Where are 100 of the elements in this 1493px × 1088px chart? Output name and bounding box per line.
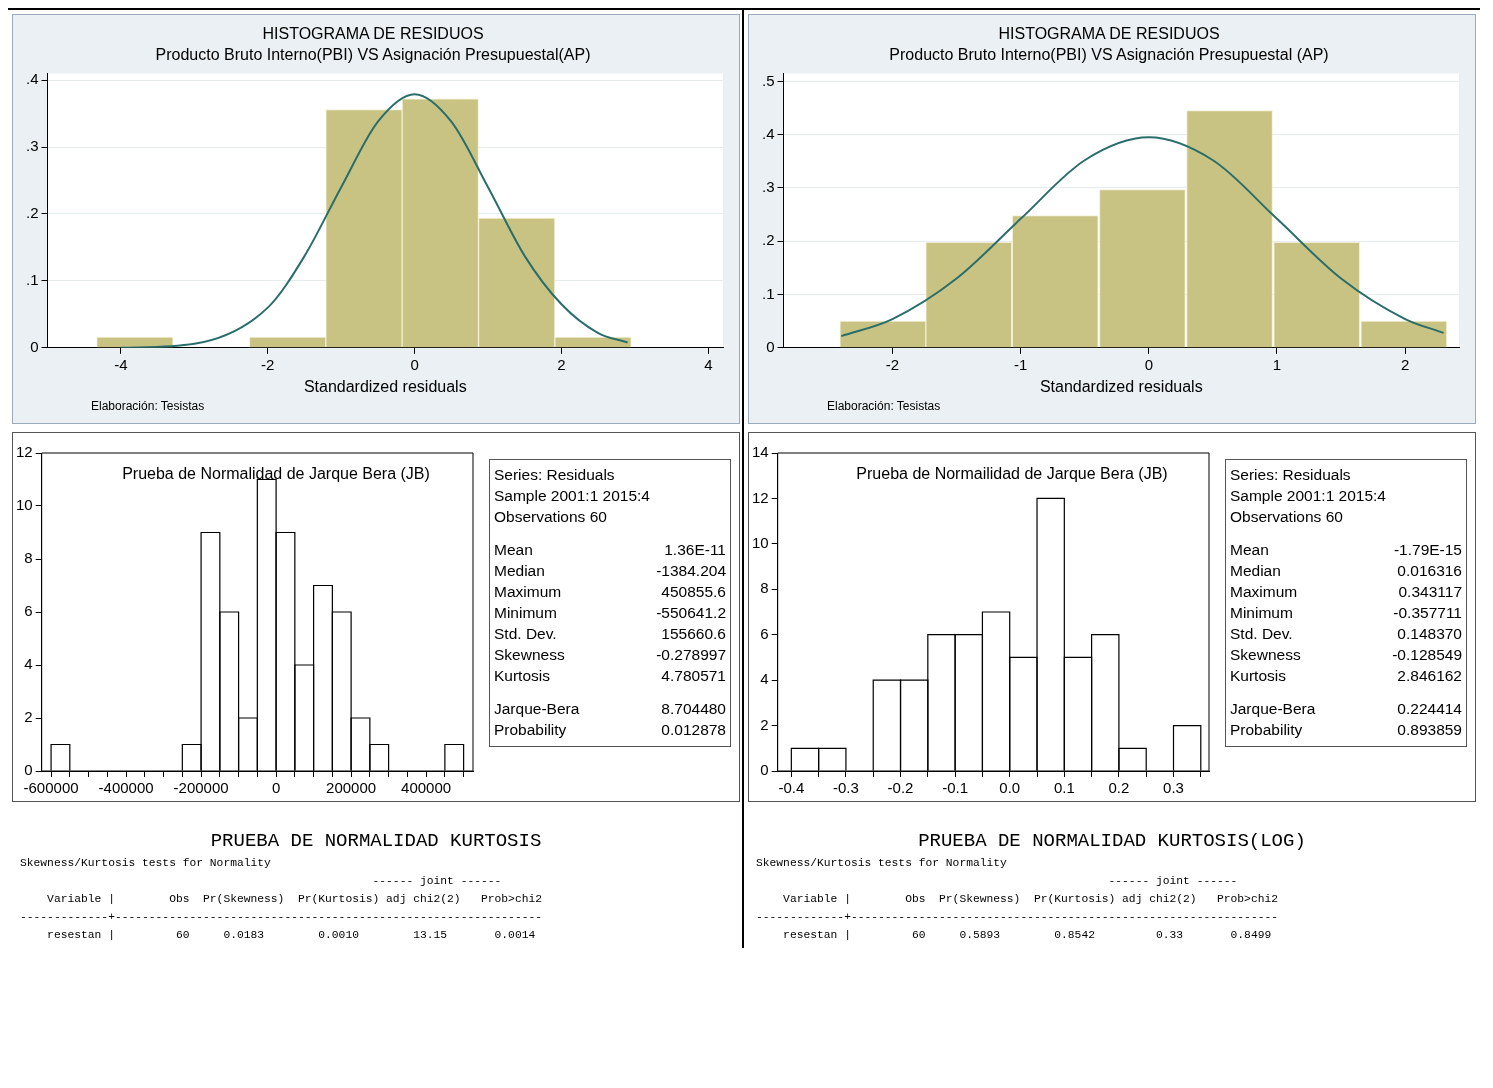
x-tick-label: -2 [885, 355, 900, 373]
y-tick-label: 6 [24, 602, 33, 620]
text: 155660.6 [661, 624, 726, 644]
text: Minimum [494, 603, 557, 623]
chart-subtitle: Producto Bruto Interno(PBI) VS Asignación Presupuestal(AP) [155, 46, 591, 64]
x-tick-label: 0 [410, 355, 419, 373]
y-tick-label: .3 [761, 178, 775, 196]
text: Maximum [494, 582, 562, 602]
text: Sample 2001:1 2015:4 [494, 486, 651, 506]
y-tick-label: 4 [760, 670, 769, 688]
x-tick-label: 2 [557, 355, 566, 373]
x-tick-label: -600000 [23, 779, 79, 797]
x-tick-label: 0.1 [1053, 779, 1075, 797]
text: Jarque-Bera [1230, 699, 1316, 719]
x-tick-label: 1 [1272, 355, 1282, 373]
text: Observations 60 [1230, 507, 1344, 527]
y-tick-label: 6 [760, 624, 769, 642]
chart-title: HISTOGRAMA DE RESIDUOS [262, 25, 484, 43]
text: Variable | Obs Pr(Skewness) Pr(Kurtosis) adj chi2(2) Prob>chi2 [782, 892, 1279, 907]
x-tick-label: 0 [1144, 355, 1153, 373]
x-tick-label: 0.3 [1163, 779, 1184, 797]
x-tick-label: -400000 [98, 779, 154, 797]
text: Median [494, 561, 545, 581]
y-tick-label: .3 [25, 137, 39, 155]
y-tick-label: 8 [24, 549, 33, 567]
text: resestan | 60 0.0183 0.0010 13.15 0.0014 [46, 928, 537, 943]
y-tick-label: .2 [761, 231, 775, 249]
y-tick-label: 12 [752, 488, 769, 506]
chart-subtitle: Producto Bruto Interno(PBI) VS Asignación Presupuestal (AP) [889, 46, 1329, 64]
text: Skewness [1230, 645, 1301, 665]
x-tick-label: -0.4 [778, 779, 805, 797]
text: 8.704480 [661, 699, 726, 719]
x-tick-label: -1 [1013, 355, 1028, 373]
text: 0.148370 [1397, 624, 1462, 644]
x-tick-label: -4 [114, 355, 128, 373]
y-tick-label: 2 [24, 708, 33, 726]
line-series [840, 136, 1445, 338]
y-tick-label: .5 [761, 71, 775, 89]
text: Prueba de Normailidad de Jarque Bera (JB) [855, 465, 1169, 483]
y-tick-label: 0 [24, 761, 33, 779]
text: Mean [1230, 540, 1269, 560]
text: Kurtosis [1230, 666, 1286, 686]
text: Probability [494, 720, 567, 740]
text: ------ joint ------ [371, 874, 503, 889]
text: -550641.2 [656, 603, 726, 623]
chart-title: HISTOGRAMA DE RESIDUOS [998, 25, 1220, 43]
text: 0.343117 [1398, 582, 1462, 602]
text: -0.357711 [1393, 603, 1462, 623]
text: Minimum [1230, 603, 1293, 623]
x-tick-label: 0.2 [1108, 779, 1130, 797]
text: -0.278997 [656, 645, 726, 665]
x-tick-label: -2 [261, 355, 275, 373]
text: -------------+--------------------------------------------------------------- [20, 910, 543, 925]
x-tick-label: 0 [271, 779, 281, 797]
text: Elaboración: Tesistas [827, 399, 941, 413]
y-tick-label: .4 [25, 70, 39, 88]
y-tick-label: .2 [25, 204, 39, 222]
text: 0.012878 [661, 720, 726, 740]
y-tick-label: 0 [760, 761, 769, 779]
x-tick-label: 4 [704, 355, 713, 373]
text: Skewness/Kurtosis tests for Normality [20, 856, 272, 871]
text: Sample 2001:1 2015:4 [1230, 486, 1387, 506]
text: Std. Dev. [1230, 624, 1293, 644]
text: Median [1230, 561, 1281, 581]
y-tick-label: .1 [25, 271, 39, 289]
text: Jarque-Bera [494, 699, 580, 719]
text: Std. Dev. [494, 624, 557, 644]
text: -1.79E-15 [1393, 540, 1462, 560]
text: 0.224414 [1397, 699, 1462, 719]
x-tick-label: -0.2 [887, 779, 914, 797]
x-tick-label: -0.3 [833, 779, 859, 797]
text: PRUEBA DE NORMALIDAD KURTOSIS(LOG) [917, 830, 1307, 852]
x-tick-label: 0.0 [999, 779, 1021, 797]
y-tick-label: 10 [752, 534, 769, 551]
y-tick-label: .4 [761, 124, 775, 142]
y-tick-label: .1 [761, 284, 775, 302]
text: 4.780571 [661, 666, 726, 686]
y-tick-label: 12 [16, 443, 33, 461]
y-tick-label: 8 [760, 579, 769, 597]
text: ------ joint ------ [1107, 874, 1239, 889]
x-tick-label: -0.1 [942, 779, 969, 797]
text: 2.846162 [1397, 666, 1462, 686]
x-axis-title: Standardized residuals [1039, 377, 1203, 395]
text: resestan | 60 0.5893 0.8542 0.33 0.8499 [782, 928, 1273, 943]
text: -1384.204 [656, 561, 726, 581]
text: Prueba de Normalidad de Jarque Bera (JB) [121, 465, 431, 483]
x-tick-label: 2 [1400, 355, 1410, 373]
text: Skewness [494, 645, 565, 665]
text: Series: Residuals [494, 465, 616, 485]
text: Skewness/Kurtosis tests for Normality [756, 856, 1008, 871]
y-tick-label: 14 [752, 443, 769, 461]
text: -------------+--------------------------------------------------------------- [756, 910, 1279, 925]
text: 450855.6 [661, 582, 726, 602]
y-tick-label: 0 [766, 337, 775, 355]
x-tick-label: 200000 [326, 779, 377, 797]
x-axis-title: Standardized residuals [303, 377, 467, 395]
text: Variable | Obs Pr(Skewness) Pr(Kurtosis) adj chi2(2) Prob>chi2 [46, 892, 543, 907]
text: Probability [1230, 720, 1303, 740]
y-tick-label: 0 [30, 337, 39, 355]
text: PRUEBA DE NORMALIDAD KURTOSIS [209, 830, 543, 852]
